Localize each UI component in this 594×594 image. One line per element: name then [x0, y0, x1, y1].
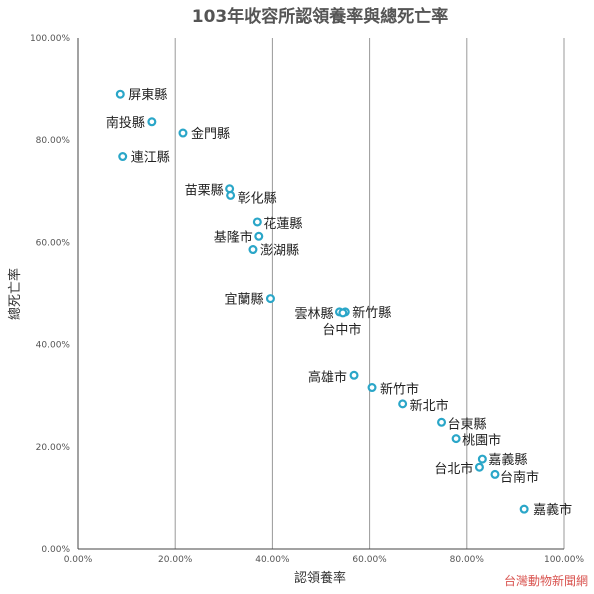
point-label: 新竹縣	[352, 305, 391, 321]
axes	[77, 38, 564, 550]
x-tick-label: 60.00%	[352, 555, 387, 565]
grid-lines	[174, 38, 565, 549]
point-label: 高雄市	[308, 369, 347, 385]
y-tick-label: 40.00%	[36, 341, 71, 351]
point-label: 台南市	[500, 469, 539, 485]
data-point	[118, 152, 128, 162]
tick-labels: 0.00% 20.00% 40.00% 60.00% 80.00% 100.00% 0.00…	[30, 34, 585, 565]
data-point	[248, 245, 258, 255]
data-point	[254, 231, 264, 241]
data-point	[398, 399, 408, 409]
data-point	[115, 89, 125, 99]
point-label: 新竹市	[380, 382, 419, 398]
watermark: 台灣動物新聞網	[504, 573, 588, 588]
y-tick-label: 60.00%	[36, 238, 71, 248]
y-tick-label: 80.00%	[36, 136, 71, 146]
y-axis-title: 總死亡率	[7, 268, 23, 320]
point-label: 彰化縣	[238, 190, 277, 206]
point-label: 基隆市	[214, 229, 253, 245]
data-point	[147, 117, 157, 127]
data-point	[474, 462, 484, 472]
data-point	[349, 370, 359, 380]
point-label: 嘉義縣	[488, 452, 527, 468]
x-tick-label: 100.00%	[544, 555, 584, 565]
point-label: 台中市	[322, 322, 361, 338]
point-label: 宜蘭縣	[224, 292, 263, 308]
x-tick-label: 40.00%	[255, 555, 290, 565]
point-label: 澎湖縣	[260, 244, 299, 259]
chart-title: 103年收容所認領養率與總死亡率	[192, 6, 449, 27]
data-point	[265, 294, 275, 304]
data-point	[437, 417, 447, 427]
x-axis-title: 認領養率	[294, 570, 346, 586]
data-point	[519, 504, 529, 514]
data-point	[451, 434, 461, 444]
point-label: 台東縣	[448, 416, 487, 432]
point-label: 桃園市	[462, 433, 501, 449]
data-point	[367, 383, 377, 393]
data-point	[477, 454, 487, 464]
y-tick-label: 20.00%	[36, 443, 71, 453]
point-label: 花蓮縣	[263, 216, 302, 232]
x-tick-label: 0.00%	[64, 555, 93, 565]
data-point	[178, 128, 188, 138]
data-point	[338, 308, 348, 318]
data-point	[490, 469, 500, 479]
y-tick-label: 0.00%	[41, 545, 70, 555]
point-label: 新北市	[410, 398, 449, 414]
point-label: 金門縣	[191, 126, 230, 142]
point-label: 嘉義市	[533, 502, 572, 518]
point-label: 屏東縣	[128, 87, 167, 103]
data-point	[252, 217, 262, 227]
point-label: 台北市	[434, 461, 473, 477]
point-label: 苗栗縣	[185, 184, 224, 199]
x-tick-label: 20.00%	[158, 555, 193, 565]
point-label: 連江縣	[131, 151, 170, 166]
x-tick-label: 80.00%	[450, 555, 485, 565]
point-label: 南投縣	[106, 115, 145, 131]
data-points	[115, 89, 529, 514]
y-tick-label: 100.00%	[30, 34, 70, 44]
data-point	[226, 190, 236, 200]
point-label: 雲林縣	[294, 307, 333, 322]
